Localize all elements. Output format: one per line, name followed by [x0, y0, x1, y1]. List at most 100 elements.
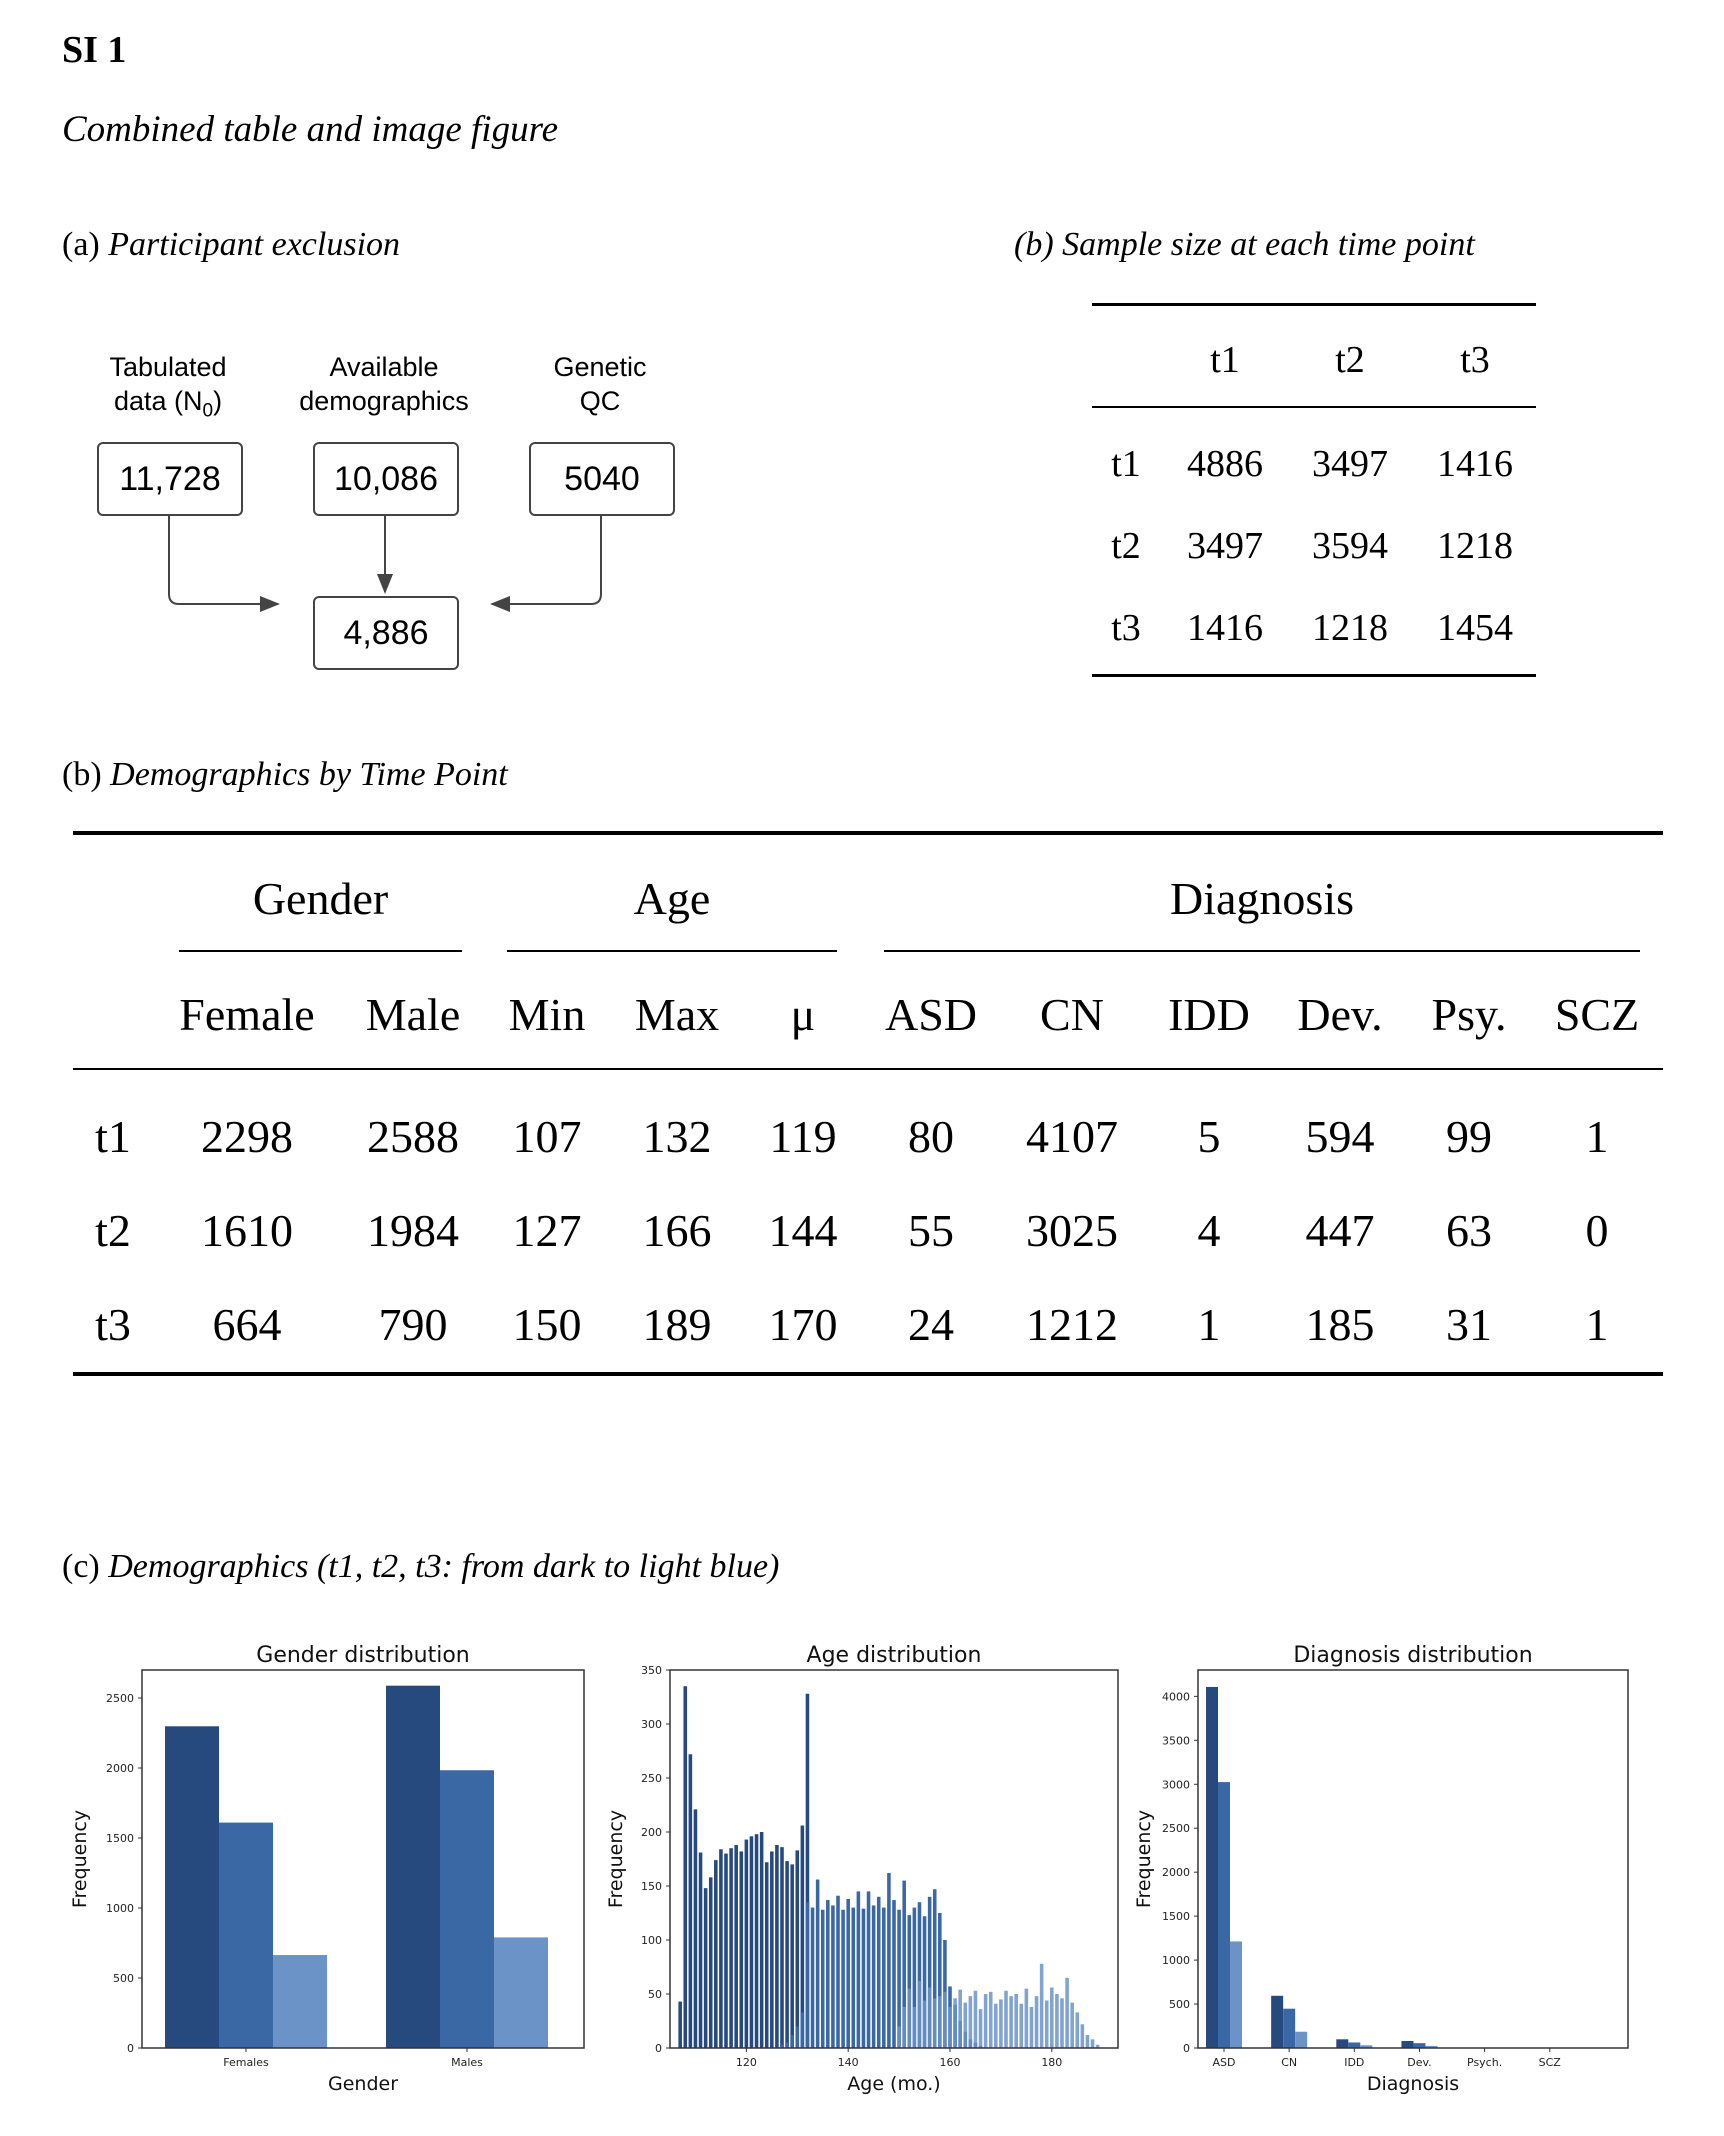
- step-box-tabulated: 11,728: [97, 442, 243, 516]
- bar: [703, 1888, 708, 2048]
- rule-bottom: [1092, 674, 1536, 677]
- bar: [856, 1891, 861, 2048]
- y-tick-label: 1000: [106, 1902, 134, 1915]
- bar: [708, 1877, 713, 2048]
- chart-title: Gender distribution: [256, 1643, 469, 1668]
- table-cell: 185: [1305, 1299, 1375, 1350]
- y-tick-label: 200: [641, 1826, 662, 1839]
- bar: [882, 1907, 886, 2048]
- bar: [1019, 2003, 1024, 2048]
- bar: [836, 1895, 840, 2048]
- table-cell: 1218: [1437, 525, 1513, 567]
- figure-subheading: Combined table and image figure: [62, 109, 559, 150]
- step-label-genetic-qc: Genetic QC: [553, 352, 647, 416]
- y-tick-label: 2500: [106, 1692, 134, 1705]
- bar: [1080, 2024, 1085, 2048]
- panel-a-title: Participant exclusion: [108, 226, 401, 263]
- col-header: t2: [1335, 339, 1365, 381]
- bar: [1230, 1941, 1242, 2048]
- bar: [938, 1913, 942, 2048]
- table-cell: 4886: [1187, 443, 1263, 485]
- panel-a-caption: (a) Participant exclusion: [62, 226, 400, 264]
- bar: [907, 1988, 912, 2048]
- bar: [1075, 2012, 1080, 2048]
- x-axis-label: Age (mo.): [847, 2073, 940, 2095]
- row-label: t2: [95, 1205, 131, 1256]
- bar: [922, 1916, 927, 2048]
- column-header: ASD: [884, 989, 978, 1040]
- rule-top: [73, 831, 1663, 835]
- table-cell: 594: [1305, 1111, 1375, 1162]
- bar: [922, 2000, 927, 2048]
- y-tick-label: 0: [655, 2042, 662, 2055]
- column-header: Male: [365, 989, 461, 1040]
- bar: [973, 1990, 978, 2048]
- bar: [775, 1844, 779, 2048]
- x-tick-label: 180: [1041, 2056, 1062, 2069]
- panel-c-caption: (c) Demographics (t1, t2, t3: from dark …: [62, 1548, 779, 1586]
- demographics-prefix: (b): [62, 756, 102, 793]
- bar: [1295, 2031, 1308, 2048]
- bar: [1070, 2002, 1074, 2048]
- bar: [785, 1861, 789, 2048]
- x-tick-label: 160: [940, 2056, 961, 2069]
- bar: [851, 1907, 856, 2048]
- demographic-charts: Gender distributionFrequencyGender050010…: [69, 1643, 1629, 2095]
- table-cell: 790: [378, 1299, 448, 1350]
- y-axis-label: Frequency: [69, 1810, 91, 1908]
- bar: [1218, 1782, 1230, 2048]
- table-cell: 4107: [1026, 1111, 1118, 1162]
- bar: [897, 1909, 901, 2048]
- y-tick-label: 1500: [106, 1832, 134, 1845]
- bar: [1009, 1996, 1013, 2048]
- table-cell: 4: [1197, 1205, 1221, 1256]
- bar: [841, 1909, 845, 2048]
- bar: [871, 1905, 876, 2048]
- column-header: Dev.: [1297, 989, 1383, 1040]
- bar: [1014, 1994, 1018, 2048]
- bar: [820, 1909, 825, 2048]
- bar: [927, 1896, 932, 2048]
- bar: [698, 1852, 703, 2048]
- bar: [759, 1832, 764, 2048]
- table-cell: 127: [512, 1205, 582, 1256]
- bar: [1413, 2043, 1426, 2048]
- table-cell: 3594: [1312, 525, 1388, 567]
- bar: [999, 1999, 1003, 2048]
- y-tick-label: 2500: [1162, 1822, 1190, 1835]
- bar: [683, 1686, 688, 2048]
- table-cell: 447: [1305, 1205, 1375, 1256]
- bar: [688, 1754, 693, 2048]
- row-label: t1: [95, 1111, 131, 1162]
- group-header-age: Age: [633, 873, 711, 924]
- bar: [800, 2012, 805, 2048]
- y-tick-label: 1000: [1162, 1954, 1190, 1967]
- bar: [826, 1900, 830, 2048]
- table-cell: 166: [642, 1205, 712, 1256]
- y-tick-label: 100: [641, 1934, 662, 1947]
- row-label: t2: [1111, 525, 1141, 567]
- group-rule-diagnosis: [884, 950, 1640, 952]
- bar: [1004, 1990, 1008, 2048]
- demographics-caption: (b) Demographics by Time Point: [62, 756, 508, 794]
- bar: [861, 1908, 866, 2048]
- arrow-from-tabulated: [168, 516, 280, 612]
- column-header: Max: [634, 989, 720, 1040]
- bar: [902, 2006, 906, 2048]
- bar: [749, 1836, 754, 2048]
- bar: [719, 1849, 723, 2048]
- bar: [1039, 1963, 1044, 2048]
- bar: [887, 1873, 891, 2048]
- plot-frame: [141, 1669, 585, 2049]
- y-tick-label: 3500: [1162, 1734, 1190, 1747]
- bar: [386, 1685, 440, 2048]
- bar: [1206, 1686, 1218, 2048]
- table-cell: 1416: [1437, 443, 1513, 485]
- bar: [1029, 2006, 1034, 2048]
- table-cell: 1218: [1312, 607, 1388, 649]
- bar: [1060, 1998, 1064, 2048]
- table-cell: 150: [512, 1299, 582, 1350]
- bar: [440, 1770, 494, 2048]
- bar: [846, 1898, 850, 2048]
- step-label-demographics: Available demographics: [299, 352, 469, 416]
